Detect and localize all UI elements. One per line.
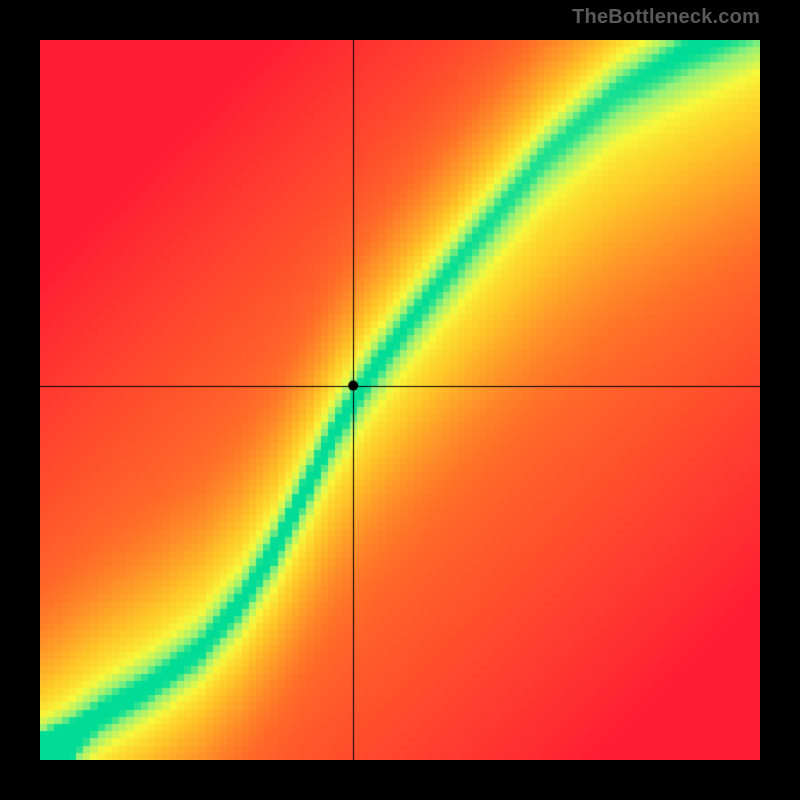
figure-container: TheBottleneck.com [0, 0, 800, 800]
plot-area [40, 40, 760, 760]
heatmap-canvas [40, 40, 760, 760]
attribution-text: TheBottleneck.com [572, 6, 760, 29]
